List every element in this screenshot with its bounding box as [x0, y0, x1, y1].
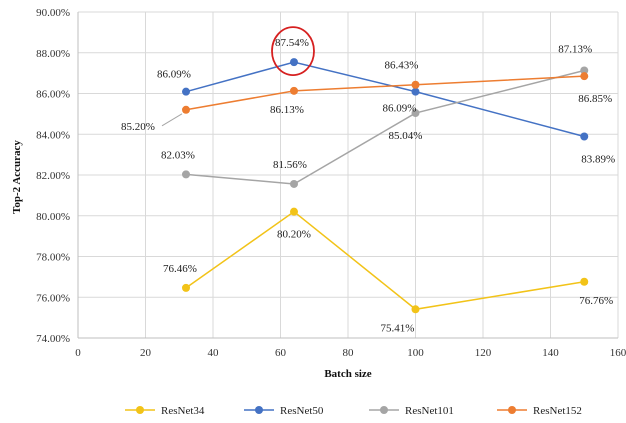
resnet34-data-label: 76.46%: [163, 263, 197, 275]
y-tick-label: 76.00%: [36, 292, 70, 304]
x-tick-label: 40: [208, 347, 220, 359]
resnet101-data-label: 85.04%: [389, 130, 423, 142]
resnet101-point: [290, 179, 298, 188]
legend-label: ResNet50: [280, 405, 324, 417]
legend-item-resnet101: ResNet101: [369, 405, 454, 417]
resnet34-line: [185, 210, 585, 311]
highlight-annotation: [271, 26, 315, 77]
y-tick-label: 74.00%: [36, 333, 70, 345]
legend: ResNet34 ResNet50 ResNet101 ResNet152: [125, 405, 582, 417]
y-tick-label: 90.00%: [36, 7, 70, 19]
resnet101-point: [182, 170, 190, 179]
resnet101-line: [185, 69, 585, 185]
y-tick-label: 78.00%: [36, 252, 70, 264]
resnet50-data-label: 87.54%: [275, 37, 309, 49]
legend-item-resnet50: ResNet50: [244, 405, 324, 417]
x-tick-label: 0: [75, 347, 81, 359]
y-axis-title: Top-2 Accuracy: [11, 140, 23, 214]
legend-swatch-marker: [380, 406, 388, 414]
series-lines: [185, 61, 585, 311]
legend-label: ResNet152: [533, 405, 582, 417]
resnet34-point: [290, 207, 298, 216]
resnet50-point: [182, 87, 190, 96]
resnet50-point: [290, 58, 298, 67]
resnet101-data-label: 81.56%: [273, 159, 307, 171]
resnet34-point: [411, 305, 420, 314]
y-tick-label: 80.00%: [36, 211, 70, 223]
y-tick-label: 88.00%: [36, 48, 70, 60]
resnet152-data-label: 86.43%: [385, 60, 419, 72]
resnet101-point: [580, 66, 589, 75]
resnet152-data-label: 85.20%: [121, 121, 155, 133]
legend-item-resnet152: ResNet152: [497, 405, 582, 417]
y-tick-label: 84.00%: [36, 129, 70, 141]
x-tick-label: 120: [475, 347, 492, 359]
resnet152-point: [290, 86, 298, 95]
resnet152-line: [185, 75, 585, 111]
legend-label: ResNet101: [405, 405, 454, 417]
legend-swatch-marker: [136, 406, 144, 414]
resnet152-data-label: 86.85%: [578, 93, 612, 105]
resnet34-data-label: 76.76%: [579, 295, 613, 307]
x-axis-title: Batch size: [324, 368, 371, 380]
x-tick-label: 160: [610, 347, 626, 359]
x-tick-label: 20: [140, 347, 152, 359]
legend-swatch-marker: [255, 406, 263, 414]
resnet50-line: [185, 61, 585, 138]
resnet101-data-label: 87.13%: [558, 43, 592, 55]
resnet34-point: [182, 283, 190, 292]
resnet50-data-label: 86.09%: [157, 69, 191, 81]
label-leader-line: [161, 113, 183, 127]
highlight-circle: [271, 26, 315, 77]
x-tick-label: 80: [343, 347, 355, 359]
resnet50-point: [411, 87, 420, 96]
resnet50-data-label: 83.89%: [581, 153, 615, 165]
x-tick-label: 60: [275, 347, 287, 359]
resnet101-point: [411, 109, 420, 118]
data-labels: 76.46% 80.20% 75.41% 76.76% 86.09% 87.54% 86.0…: [121, 37, 615, 334]
y-tick-label: 82.00%: [36, 170, 70, 182]
x-tick-label: 140: [542, 347, 559, 359]
resnet34-data-label: 80.20%: [277, 229, 311, 241]
resnet34-data-label: 75.41%: [381, 322, 415, 334]
series-points: [182, 58, 589, 314]
resnet101-data-label: 82.03%: [161, 149, 195, 161]
resnet152-point: [580, 72, 589, 81]
axes: 74.00% 76.00% 78.00% 80.00% 82.00% 84.00% 86.0…: [36, 7, 626, 359]
y-tick-label: 86.00%: [36, 89, 70, 101]
resnet152-point: [182, 105, 190, 114]
resnet152-point: [411, 80, 420, 89]
legend-item-resnet34: ResNet34: [125, 405, 205, 417]
legend-label: ResNet34: [161, 405, 205, 417]
legend-swatch-marker: [508, 406, 516, 414]
resnet152-data-label: 86.13%: [270, 104, 304, 116]
resnet50-point: [580, 132, 589, 141]
resnet34-point: [580, 277, 589, 286]
resnet50-data-label: 86.09%: [383, 103, 417, 115]
x-tick-label: 100: [407, 347, 424, 359]
